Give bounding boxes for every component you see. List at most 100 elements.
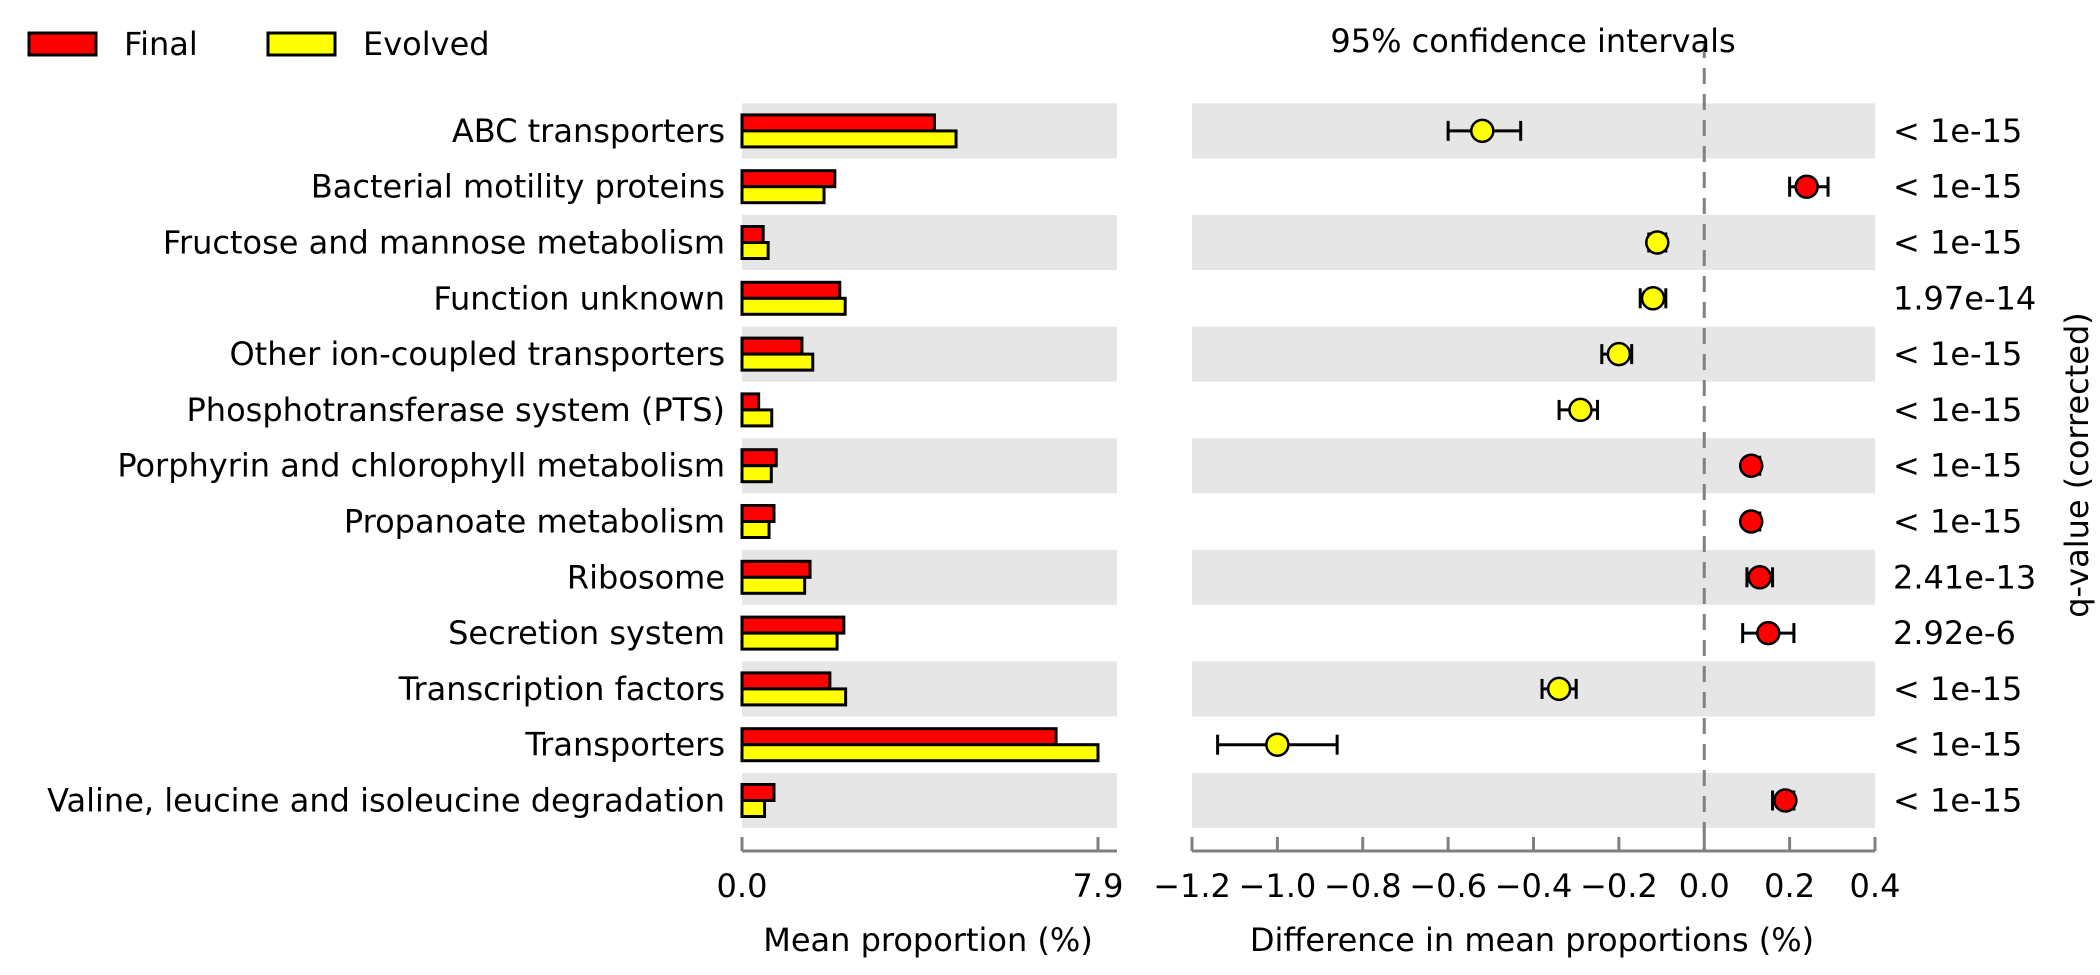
right-tick-label: 0.2: [1764, 867, 1815, 905]
left-row-shade: [742, 773, 1117, 828]
right-tick-label: −0.4: [1495, 867, 1573, 905]
q-value: < 1e-15: [1893, 391, 2022, 429]
right-row-shade: [1192, 326, 1875, 382]
axes: 0.0 7.9 −1.2 −1.0 −0.8 −0.6 −0.4 −0.2 0.0 0.2 0.4: [717, 837, 1901, 905]
bar-evolved: [740, 185, 826, 205]
right-row-shade: [1192, 103, 1875, 159]
bar-evolved: [740, 743, 1100, 763]
q-value: < 1e-15: [1893, 168, 2022, 206]
legend-item-evolved: Evolved: [266, 25, 490, 63]
legend-swatch: [266, 31, 337, 57]
right-tick-label: 0.4: [1850, 867, 1901, 905]
right-tick-label: −0.8: [1324, 867, 1402, 905]
bar-final: [740, 671, 832, 691]
bar-final: [740, 783, 776, 802]
bar-evolved: [740, 575, 807, 595]
bar-evolved: [740, 520, 771, 539]
right-tick-label: −1.2: [1153, 867, 1231, 905]
legend: Final Evolved: [27, 25, 490, 63]
legend-label: Final: [124, 25, 198, 63]
category-label: Bacterial motility proteins: [311, 168, 725, 206]
bar-evolved: [740, 799, 767, 818]
legend-item-final: Final: [27, 25, 198, 63]
q-value: 2.92e-6: [1893, 614, 2016, 652]
right-tick-label: −1.0: [1239, 867, 1317, 905]
confidence-interval-points: [1216, 118, 1830, 813]
bar-final: [740, 336, 804, 356]
q-value-axis-label: q-value (corrected): [2058, 312, 2096, 618]
category-label: Ribosome: [567, 558, 725, 596]
left-tick-label: 7.9: [1073, 867, 1124, 905]
bar-evolved: [740, 241, 770, 260]
left-x-axis-label: Mean proportion (%): [763, 921, 1093, 959]
ci-title: 95% confidence intervals: [1330, 22, 1735, 60]
bar-evolved: [740, 631, 839, 651]
bar-evolved: [740, 352, 815, 372]
category-label: Phosphotransferase system (PTS): [187, 391, 726, 429]
bar-final: [740, 225, 765, 244]
bar-series: [740, 113, 1100, 818]
ci-point: [1470, 118, 1495, 144]
category-label: Other ion-coupled transporters: [229, 335, 725, 373]
right-row-shade: [1192, 215, 1875, 270]
ci-point: [1773, 788, 1798, 813]
right-row-shade: [1192, 773, 1875, 828]
q-value: < 1e-15: [1893, 503, 2022, 541]
bar-evolved: [740, 408, 774, 428]
ci-point: [1265, 732, 1290, 757]
bar-final: [740, 113, 936, 133]
bar-final: [740, 169, 837, 189]
bar-evolved: [740, 687, 848, 707]
ci-point: [1640, 286, 1666, 311]
ci-point: [1756, 620, 1781, 646]
q-value: < 1e-15: [1893, 670, 2022, 708]
bar-final: [740, 448, 778, 468]
q-value: < 1e-15: [1893, 112, 2022, 150]
left-row-shade: [742, 215, 1117, 270]
category-label: Transporters: [524, 726, 725, 764]
right-tick-label: 0.0: [1679, 867, 1730, 905]
ci-point: [1645, 230, 1670, 255]
category-label: Fructose and mannose metabolism: [163, 224, 725, 262]
category-label: Function unknown: [433, 279, 725, 317]
bar-final: [740, 504, 776, 523]
q-value: < 1e-15: [1893, 335, 2022, 373]
category-label: Secretion system: [448, 614, 725, 652]
bar-final: [740, 392, 761, 412]
left-row-shade: [742, 438, 1117, 494]
ci-point: [1794, 174, 1819, 199]
q-value: < 1e-15: [1893, 726, 2022, 764]
bar-final: [740, 559, 812, 579]
right-tick-label: −0.2: [1580, 867, 1658, 905]
left-tick-label: 0.0: [717, 867, 768, 905]
bar-final: [740, 727, 1058, 747]
q-value: 1.97e-14: [1893, 279, 2036, 317]
legend-label: Evolved: [363, 25, 490, 63]
ci-point: [1546, 676, 1572, 702]
category-label: Porphyrin and chlorophyll metabolism: [117, 447, 725, 485]
ci-point: [1606, 341, 1632, 367]
bar-final: [740, 280, 842, 300]
category-label: Propanoate metabolism: [344, 503, 725, 541]
legend-swatch: [27, 31, 98, 57]
q-value: 2.41e-13: [1893, 558, 2036, 596]
q-value: < 1e-15: [1893, 447, 2022, 485]
category-label: Valine, leucine and isoleucine degradati…: [47, 782, 725, 820]
ci-point: [1568, 397, 1593, 423]
q-value: < 1e-15: [1893, 224, 2022, 262]
ci-point: [1738, 453, 1764, 478]
bar-evolved: [740, 129, 958, 149]
q-value: < 1e-15: [1893, 782, 2022, 820]
right-row-shade: [1192, 661, 1875, 717]
ci-point: [1738, 509, 1764, 534]
right-x-axis-label: Difference in mean proportions (%): [1250, 921, 1814, 959]
category-label: Transcription factors: [398, 670, 725, 708]
category-labels: ABC transporters Bacterial motility prote…: [47, 112, 725, 820]
ci-point: [1747, 565, 1772, 590]
right-tick-label: −0.6: [1409, 867, 1487, 905]
bar-evolved: [740, 296, 847, 316]
bar-final: [740, 615, 846, 635]
bar-evolved: [740, 464, 773, 484]
q-value-labels: < 1e-15 < 1e-15 < 1e-15 1.97e-14 < 1e-15 < 1e…: [1893, 112, 2036, 820]
